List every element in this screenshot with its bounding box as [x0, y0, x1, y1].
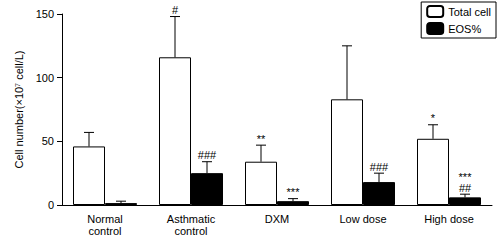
svg-text:Asthmatic: Asthmatic — [167, 213, 216, 225]
svg-text:***: *** — [287, 186, 301, 198]
svg-text:#: # — [172, 4, 179, 16]
svg-text:EOS%: EOS% — [448, 23, 481, 35]
svg-text:Cell number(×10⁷ cell/L): Cell number(×10⁷ cell/L) — [13, 50, 25, 168]
svg-text:*: * — [431, 112, 436, 124]
svg-text:Normal: Normal — [87, 213, 122, 225]
svg-text:50: 50 — [42, 135, 54, 147]
svg-text:##: ## — [459, 182, 472, 194]
svg-text:High dose: High dose — [424, 213, 474, 225]
svg-text:150: 150 — [36, 8, 54, 20]
svg-text:100: 100 — [36, 72, 54, 84]
svg-text:DXM: DXM — [265, 213, 289, 225]
svg-text:###: ### — [370, 161, 389, 173]
svg-text:0: 0 — [48, 199, 54, 211]
svg-text:**: ** — [257, 133, 266, 145]
svg-text:control: control — [174, 225, 207, 237]
svg-text:###: ### — [198, 149, 217, 161]
svg-text:control: control — [88, 225, 121, 237]
svg-text:Total cell: Total cell — [448, 6, 491, 18]
svg-text:Low dose: Low dose — [339, 213, 386, 225]
